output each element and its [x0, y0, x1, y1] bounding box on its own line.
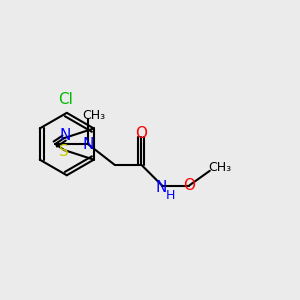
- Text: N: N: [60, 128, 71, 142]
- Text: O: O: [183, 178, 195, 193]
- Text: N: N: [82, 136, 94, 152]
- Text: N: N: [155, 180, 166, 195]
- Text: CH₃: CH₃: [82, 109, 105, 122]
- Text: CH₃: CH₃: [208, 161, 232, 174]
- Text: Cl: Cl: [58, 92, 73, 107]
- Text: H: H: [166, 189, 175, 202]
- Text: S: S: [59, 144, 69, 159]
- Text: O: O: [135, 126, 147, 141]
